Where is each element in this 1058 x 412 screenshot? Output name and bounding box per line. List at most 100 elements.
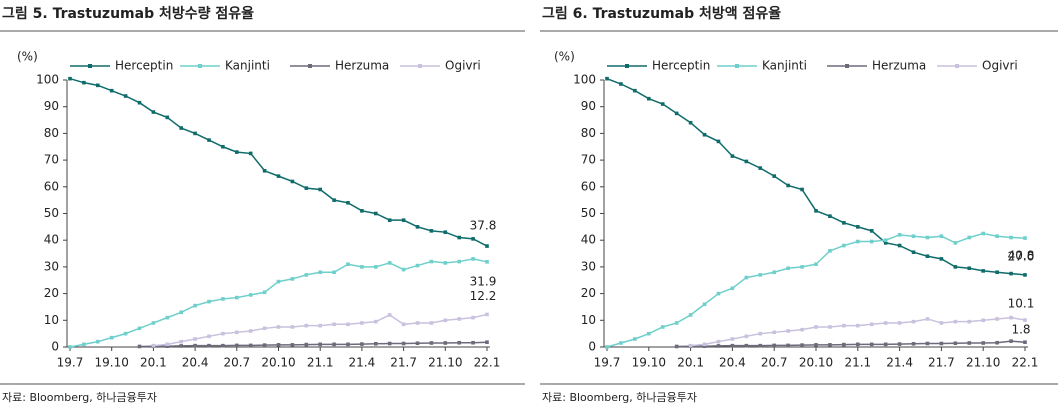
series-line bbox=[153, 313, 488, 347]
data-label: 40.8 bbox=[1008, 249, 1035, 263]
point bbox=[981, 341, 985, 345]
y-tick-label: 30 bbox=[44, 259, 59, 273]
point bbox=[471, 257, 475, 261]
x-tick-label: 21.7 bbox=[390, 356, 417, 370]
point bbox=[123, 331, 128, 336]
point bbox=[633, 88, 637, 93]
y-tick-label: 10 bbox=[44, 313, 59, 327]
point bbox=[82, 80, 86, 85]
point bbox=[744, 334, 749, 339]
y-tick-label: 20 bbox=[581, 286, 596, 300]
point bbox=[318, 342, 322, 347]
point bbox=[716, 344, 721, 348]
point bbox=[165, 315, 170, 320]
point bbox=[939, 341, 944, 346]
point bbox=[1009, 271, 1013, 276]
point bbox=[842, 342, 846, 347]
series-line bbox=[606, 232, 1026, 348]
y-tick-label: 70 bbox=[581, 153, 596, 167]
x-tick-label: 21.10 bbox=[428, 356, 462, 370]
point bbox=[981, 269, 985, 273]
point bbox=[429, 259, 434, 264]
y-tick-label: 70 bbox=[44, 153, 59, 167]
point bbox=[897, 321, 902, 325]
y-tick-label: 90 bbox=[44, 99, 59, 113]
y-tick-label: 50 bbox=[44, 206, 59, 220]
point bbox=[360, 321, 364, 325]
x-tick-label: 20.10 bbox=[799, 356, 833, 370]
data-label: 27.0 bbox=[1008, 249, 1035, 263]
source: 자료: Bloomberg, 하나금융투자 bbox=[2, 390, 157, 404]
point bbox=[786, 183, 790, 188]
point bbox=[1009, 315, 1013, 320]
point bbox=[193, 303, 197, 308]
point bbox=[828, 214, 832, 218]
point bbox=[674, 321, 679, 325]
point bbox=[109, 88, 114, 93]
point bbox=[967, 319, 972, 324]
x-tick-label: 19.7 bbox=[57, 356, 84, 370]
series-line bbox=[69, 77, 488, 247]
point bbox=[374, 211, 378, 216]
point bbox=[262, 290, 267, 295]
point bbox=[953, 241, 958, 245]
point bbox=[401, 341, 406, 346]
point bbox=[374, 341, 378, 346]
point bbox=[165, 342, 170, 347]
point bbox=[179, 310, 183, 315]
point bbox=[647, 96, 651, 101]
point bbox=[387, 261, 392, 265]
point bbox=[758, 331, 763, 336]
point bbox=[800, 327, 804, 332]
point bbox=[911, 250, 916, 255]
point bbox=[688, 343, 693, 348]
point bbox=[221, 343, 225, 348]
y-tick-label: 100 bbox=[36, 73, 59, 87]
point bbox=[471, 237, 475, 241]
point bbox=[605, 345, 609, 349]
point bbox=[207, 343, 211, 348]
y-tick-label: 80 bbox=[44, 126, 59, 140]
point bbox=[605, 76, 609, 81]
data-label: 12.2 bbox=[470, 289, 497, 303]
point bbox=[981, 231, 985, 236]
point bbox=[856, 225, 860, 229]
point bbox=[619, 82, 623, 86]
point bbox=[137, 344, 142, 349]
legend-marker bbox=[308, 64, 312, 68]
point bbox=[235, 150, 239, 154]
point bbox=[995, 234, 999, 238]
source: 자료: Bloomberg, 하나금융투자 bbox=[542, 390, 697, 404]
point bbox=[248, 293, 253, 297]
point bbox=[137, 326, 142, 331]
point bbox=[786, 329, 790, 333]
point bbox=[730, 337, 735, 341]
point bbox=[1023, 273, 1027, 277]
point bbox=[925, 254, 930, 259]
point bbox=[800, 265, 804, 269]
point bbox=[772, 330, 776, 335]
x-tick-label: 20.4 bbox=[719, 356, 746, 370]
x-tick-label: 22.1 bbox=[1012, 356, 1039, 370]
point bbox=[800, 343, 804, 347]
point bbox=[415, 225, 420, 229]
y-tick-label: 20 bbox=[44, 286, 59, 300]
point bbox=[290, 277, 295, 281]
point bbox=[869, 322, 874, 327]
point bbox=[332, 342, 336, 347]
point bbox=[401, 322, 406, 327]
point bbox=[68, 345, 72, 349]
legend-marker bbox=[198, 64, 202, 68]
x-tick-label: 21.4 bbox=[349, 356, 376, 370]
point bbox=[165, 115, 170, 120]
point bbox=[276, 343, 281, 347]
point bbox=[688, 120, 693, 125]
point bbox=[758, 166, 763, 170]
point bbox=[332, 322, 336, 327]
point bbox=[814, 325, 818, 329]
point bbox=[415, 263, 420, 268]
point bbox=[619, 341, 623, 345]
point bbox=[471, 340, 475, 345]
x-tick-label: 20.4 bbox=[182, 356, 209, 370]
